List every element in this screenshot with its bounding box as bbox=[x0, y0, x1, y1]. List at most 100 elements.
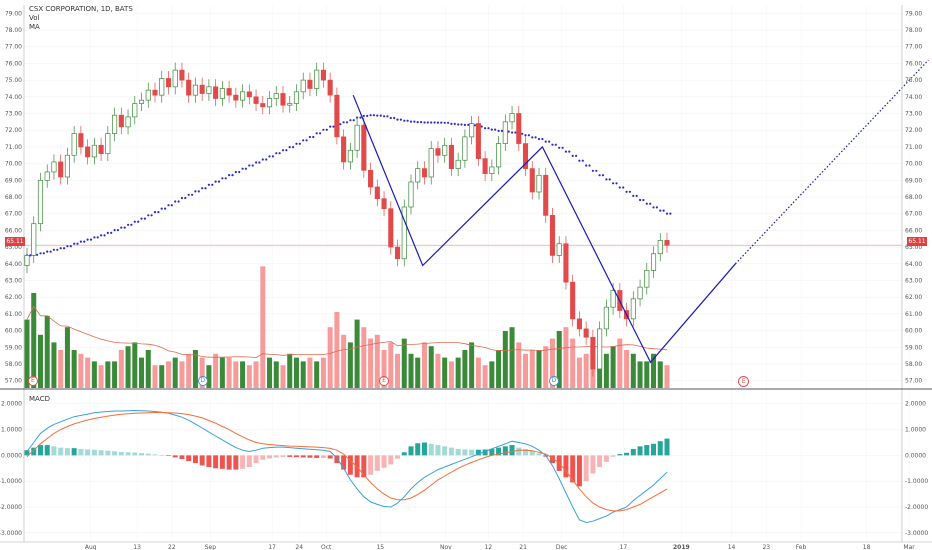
ma-dot bbox=[46, 250, 49, 253]
ma-dot bbox=[106, 231, 109, 234]
macd-histogram-bar bbox=[307, 455, 313, 458]
ma-dot bbox=[578, 159, 581, 162]
time-tick-label: 22 bbox=[168, 544, 176, 550]
candle-body bbox=[455, 159, 461, 169]
macd-tick-label-right: 2.0000 bbox=[905, 401, 926, 408]
ma-dot bbox=[372, 114, 375, 117]
ma-dot bbox=[305, 139, 308, 142]
candle-body bbox=[165, 78, 172, 88]
macd-histogram-bar bbox=[267, 455, 273, 459]
macd-histogram-bar bbox=[253, 455, 259, 464]
volume-bar bbox=[401, 338, 407, 388]
ma-dot bbox=[174, 200, 177, 203]
macd-histogram-bar bbox=[576, 455, 582, 487]
price-tick-label-right: 58.00 bbox=[905, 361, 922, 368]
candle-body bbox=[199, 84, 205, 94]
volume-bar bbox=[159, 365, 165, 388]
candle-body bbox=[374, 186, 380, 200]
ma-dot bbox=[56, 248, 59, 251]
dividend-marker-icon[interactable]: D bbox=[548, 376, 559, 386]
macd-histogram-bar bbox=[314, 455, 320, 458]
candle-body bbox=[489, 166, 495, 174]
moving-average bbox=[25, 114, 672, 257]
macd-tick-label-left: -2.0000 bbox=[0, 504, 22, 511]
candle-body bbox=[644, 270, 650, 288]
volume-bar bbox=[267, 357, 273, 388]
ma-dot bbox=[271, 155, 274, 158]
ma-dot bbox=[234, 170, 237, 174]
earnings-marker-icon[interactable]: E bbox=[27, 376, 38, 386]
candle-body bbox=[307, 79, 313, 89]
candle-body bbox=[37, 179, 44, 225]
volume-bar bbox=[462, 350, 468, 388]
ma-dot bbox=[244, 167, 247, 170]
macd-histogram-bar bbox=[139, 453, 145, 456]
macd-histogram-bar bbox=[300, 455, 306, 458]
macd-histogram-bar bbox=[51, 446, 57, 456]
price-tick-label-left: 62.00 bbox=[5, 294, 22, 301]
ma-dot bbox=[127, 223, 130, 226]
volume-bar bbox=[179, 361, 185, 388]
macd-histogram-bar bbox=[58, 447, 64, 456]
ma-dot bbox=[430, 121, 433, 124]
ma-dot bbox=[497, 129, 500, 132]
ma-dot bbox=[436, 121, 439, 124]
candle-body bbox=[502, 121, 508, 144]
candle-body bbox=[610, 290, 616, 308]
ma-dot bbox=[531, 136, 534, 139]
ma-dot bbox=[197, 190, 200, 193]
ma-dot bbox=[170, 204, 173, 207]
ma-dot bbox=[265, 158, 268, 161]
ma-dot bbox=[399, 118, 402, 121]
last-price-left: 65.11 bbox=[5, 237, 25, 246]
candle-body bbox=[105, 133, 111, 154]
volume-bar bbox=[334, 312, 340, 388]
ma-dot bbox=[632, 194, 635, 197]
ma-dot bbox=[140, 217, 143, 220]
ma-dot bbox=[575, 154, 578, 157]
ma-dot bbox=[652, 206, 655, 209]
price-tick-label-right: 57.00 bbox=[905, 378, 922, 385]
macd-histogram-bar bbox=[664, 438, 670, 456]
macd-histogram-bar bbox=[415, 443, 421, 456]
ma-dot bbox=[473, 124, 477, 127]
ma-dot bbox=[251, 164, 254, 167]
price-tick-label-left: 67.00 bbox=[5, 211, 22, 218]
price-tick-label-left: 70.00 bbox=[5, 161, 22, 168]
candle-body bbox=[334, 94, 340, 138]
ma-dot bbox=[187, 193, 190, 196]
price-tick-label-right: 77.00 bbox=[905, 44, 922, 51]
earnings-marker-icon[interactable]: E bbox=[738, 376, 750, 387]
volume-bar bbox=[428, 346, 434, 388]
ma-dot bbox=[133, 220, 136, 223]
candle-body bbox=[314, 69, 320, 89]
candle-body bbox=[44, 171, 50, 181]
macd-histogram-bar bbox=[246, 455, 252, 467]
macd-histogram-bar bbox=[401, 452, 407, 456]
ma-dot bbox=[63, 247, 66, 250]
ma-dot bbox=[143, 217, 146, 220]
ma-dot bbox=[500, 129, 503, 132]
ma-dot bbox=[42, 252, 45, 255]
ma-dot bbox=[423, 121, 426, 124]
earnings-marker-icon[interactable]: E bbox=[379, 376, 390, 386]
candle-body bbox=[415, 168, 421, 183]
time-tick-label: 12 bbox=[485, 544, 493, 550]
volume-bar bbox=[85, 357, 91, 388]
macd-tick-label-right: -2.0000 bbox=[905, 504, 928, 511]
macd-histogram-bar bbox=[624, 452, 630, 456]
ma-dot bbox=[167, 204, 170, 207]
macd-tick-label-left: -1.0000 bbox=[0, 478, 22, 485]
dividend-marker-icon[interactable]: D bbox=[197, 376, 208, 386]
ma-dot bbox=[214, 180, 217, 183]
volume-bar bbox=[293, 357, 299, 388]
ma-dot bbox=[130, 223, 133, 226]
ma-dot bbox=[386, 115, 389, 118]
price-tick-label-left: 76.00 bbox=[5, 60, 22, 67]
volume-bar bbox=[610, 346, 616, 388]
ma-dot bbox=[308, 135, 311, 139]
price-tick-label-left: 66.00 bbox=[5, 227, 22, 234]
macd-histogram-bar bbox=[112, 451, 118, 456]
volume-bar bbox=[314, 361, 320, 388]
macd-histogram-bar bbox=[395, 455, 401, 459]
